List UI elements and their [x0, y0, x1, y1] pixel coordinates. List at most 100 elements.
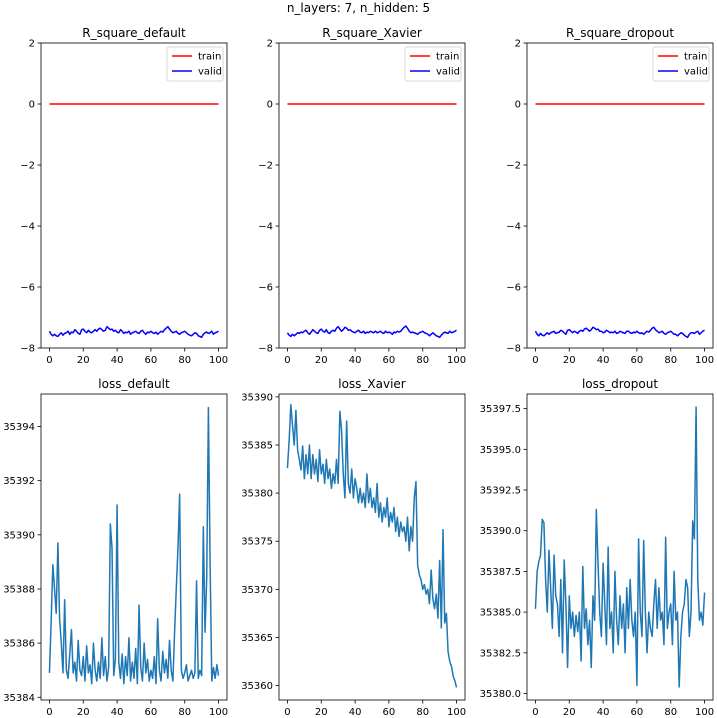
y-tick-label: 35390: [241, 392, 273, 403]
x-tick-label: 20: [315, 707, 328, 718]
legend-label: train: [436, 52, 459, 63]
y-tick-label: −2: [20, 161, 35, 172]
x-tick-label: 100: [447, 707, 466, 718]
series-line-valid: [286, 325, 457, 339]
x-tick-label: 100: [209, 707, 228, 718]
x-tick-label: 20: [315, 355, 328, 366]
y-tick-label: 35382.5: [480, 648, 521, 659]
x-tick-label: 60: [383, 707, 396, 718]
y-tick-label: −4: [20, 222, 35, 233]
x-tick-label: 80: [416, 707, 429, 718]
x-tick-label: 20: [77, 355, 90, 366]
y-tick-label: −8: [506, 344, 521, 355]
axes-frame: [40, 42, 228, 349]
x-tick-label: 100: [695, 707, 714, 718]
x-tick-label: 60: [145, 355, 158, 366]
x-tick-label: 40: [597, 355, 610, 366]
axes-frame: [278, 393, 466, 701]
legend-label: valid: [684, 67, 708, 78]
y-tick-label: 35386: [3, 639, 35, 650]
x-tick-label: 40: [111, 355, 124, 366]
x-tick-label: 20: [77, 707, 90, 718]
y-tick-label: −4: [506, 222, 521, 233]
y-tick-label: 2: [29, 39, 35, 50]
legend: train valid: [404, 46, 462, 82]
legend-label: valid: [198, 67, 222, 78]
axes-frame: [526, 393, 714, 701]
x-tick-label: 80: [178, 707, 191, 718]
x-tick-label: 40: [349, 707, 362, 718]
subplot: R_square_default 0 20 40 60 80 100 −8 −6 −4 −2 0 2 tr…: [20, 26, 228, 366]
subplot: loss_dropout 0 20 40 60 80 100 35380.0 35382.5 35…: [480, 377, 714, 718]
y-tick-label: −4: [258, 222, 273, 233]
x-tick-label: 80: [664, 707, 677, 718]
subplot-title: loss_dropout: [582, 377, 658, 391]
y-tick-label: 35375: [241, 537, 273, 548]
series-line-valid: [534, 326, 705, 339]
subplot-title: R_square_default: [82, 26, 186, 40]
series-line: [286, 403, 458, 688]
legend-label: valid: [436, 67, 460, 78]
x-tick-label: 100: [695, 355, 714, 366]
y-tick-label: 35380: [241, 489, 273, 500]
y-tick-label: 35395.0: [480, 445, 521, 456]
x-tick-label: 80: [664, 355, 677, 366]
subplot: loss_Xavier 0 20 40 60 80 100 35360 35365 35370 35…: [241, 377, 466, 718]
x-tick-label: 0: [284, 707, 290, 718]
y-tick-label: 35365: [241, 633, 273, 644]
x-tick-label: 0: [532, 355, 538, 366]
y-tick-label: 35384: [3, 693, 35, 704]
x-tick-label: 80: [416, 355, 429, 366]
axes-frame: [526, 42, 714, 349]
x-tick-label: 60: [383, 355, 396, 366]
x-tick-label: 0: [532, 707, 538, 718]
x-tick-label: 0: [46, 355, 52, 366]
y-tick-label: 0: [515, 100, 521, 111]
y-tick-label: 35390: [3, 530, 35, 541]
y-tick-label: 35390.0: [480, 526, 521, 537]
y-tick-label: 35394: [3, 422, 35, 433]
y-tick-label: −6: [20, 283, 35, 294]
y-tick-label: 35385: [241, 441, 273, 452]
x-tick-label: 40: [597, 707, 610, 718]
x-tick-label: 100: [447, 355, 466, 366]
y-tick-label: 35370: [241, 585, 273, 596]
y-tick-label: 0: [267, 100, 273, 111]
series-line: [534, 406, 706, 688]
legend-label: train: [198, 52, 221, 63]
subplot-title: R_square_dropout: [566, 26, 674, 40]
x-tick-label: 0: [284, 355, 290, 366]
axes-frame: [40, 393, 228, 701]
legend-label: train: [684, 52, 707, 63]
y-tick-label: 35392.5: [480, 486, 521, 497]
y-tick-label: 35385.0: [480, 608, 521, 619]
y-tick-label: −2: [258, 161, 273, 172]
series-line-valid: [48, 325, 219, 339]
figure-suptitle: n_layers: 7, n_hidden: 5: [287, 1, 430, 15]
x-tick-label: 40: [349, 355, 362, 366]
x-tick-label: 60: [631, 355, 644, 366]
axes-frame: [278, 42, 466, 349]
legend: train valid: [166, 46, 224, 82]
legend: train valid: [652, 46, 710, 82]
x-tick-label: 20: [563, 355, 576, 366]
series-line: [48, 406, 220, 685]
x-tick-label: 100: [209, 355, 228, 366]
subplot-title: loss_Xavier: [338, 377, 406, 391]
y-tick-label: 35388: [3, 584, 35, 595]
y-tick-label: −2: [506, 161, 521, 172]
subplot-title: R_square_Xavier: [322, 26, 422, 40]
x-tick-label: 60: [145, 707, 158, 718]
x-tick-label: 80: [178, 355, 191, 366]
y-tick-label: 0: [29, 100, 35, 111]
subplot-title: loss_default: [98, 377, 170, 391]
subplot: R_square_dropout 0 20 40 60 80 100 −8 −6 −4 −2 0 2 tr…: [506, 26, 714, 366]
subplot: loss_default 0 20 40 60 80 100 35384 35386 35388 3…: [3, 377, 228, 718]
y-tick-label: −6: [258, 283, 273, 294]
x-tick-label: 40: [111, 707, 124, 718]
y-tick-label: 35360: [241, 681, 273, 692]
y-tick-label: 2: [515, 39, 521, 50]
